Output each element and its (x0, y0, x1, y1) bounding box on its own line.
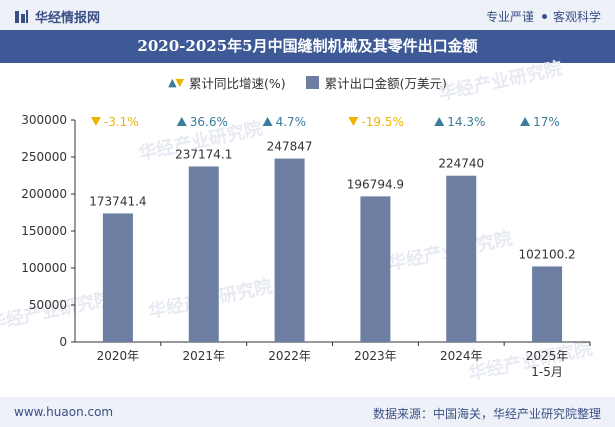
legend-item-growth: ▲▼ 累计同比增速(%) (168, 73, 286, 92)
x-tick-label: 2024年 (440, 349, 483, 363)
brand-name: 华经情报网 (35, 11, 101, 26)
growth-label: 36.6% (190, 115, 228, 129)
growth-label: -19.5% (361, 115, 403, 129)
x-tick-label: 2021年 (182, 349, 225, 363)
bar (274, 158, 305, 342)
growth-up-triangle (520, 117, 531, 126)
growth-up-triangle (176, 117, 187, 126)
bar (188, 166, 219, 342)
huajing-logo-icon (15, 10, 28, 23)
growth-label: -3.1% (104, 115, 139, 129)
x-tick-label: 2025年 (526, 349, 569, 363)
x-tick-label: 2020年 (97, 349, 140, 363)
bar (102, 213, 133, 342)
tagline: 专业严谨 客观科学 (486, 8, 601, 25)
bar-value-label: 247847 (267, 140, 313, 154)
y-tick-label: 0 (59, 335, 67, 349)
y-tick-label: 300000 (21, 113, 67, 127)
y-tick-label: 200000 (21, 187, 67, 201)
x-tick-label: 2022年 (268, 349, 311, 363)
growth-label: 4.7% (276, 115, 307, 129)
tagline-dot-icon (541, 14, 547, 19)
bar-value-label: 102100.2 (518, 247, 575, 261)
tagline-right: 客观科学 (552, 10, 601, 24)
legend-label-growth: 累计同比增速(%) (189, 75, 286, 91)
bar-value-label: 196794.9 (347, 177, 404, 191)
brand: 华经情报网 (14, 7, 100, 26)
legend-label-value: 累计出口金额(万美元) (324, 75, 447, 91)
x-tick-label: 1-5月 (531, 365, 563, 379)
header-bar: 华经情报网 专业严谨 客观科学 (0, 0, 615, 30)
bar (360, 196, 391, 342)
y-tick-label: 150000 (21, 224, 67, 238)
tagline-left: 专业严谨 (485, 10, 534, 24)
bar-value-label: 237174.1 (175, 147, 232, 161)
legend-item-value: 累计出口金额(万美元) (305, 73, 447, 92)
footer-url: www.huaon.com (14, 405, 114, 419)
bar-value-label: 173741.4 (89, 194, 146, 208)
chart-legend: ▲▼ 累计同比增速(%) 累计出口金额(万美元) (0, 72, 615, 92)
bar (532, 266, 563, 342)
growth-up-triangle (434, 117, 445, 126)
legend-swatch-bar (305, 75, 319, 89)
growth-up-triangle (262, 117, 273, 126)
y-tick-label: 50000 (29, 298, 67, 312)
growth-label: 17% (533, 115, 560, 129)
watermark: 华经产业研究院 (436, 57, 564, 105)
up-down-triangle-icon: ▲▼ (168, 75, 184, 89)
bar (446, 175, 477, 342)
y-tick-label: 250000 (21, 150, 67, 164)
growth-label: 14.3% (447, 115, 485, 129)
growth-down-triangle (348, 117, 359, 126)
x-tick-label: 2023年 (354, 349, 397, 363)
footer-source: 数据来源：中国海关，华经产业研究院整理 (372, 407, 601, 421)
chart-title: 2020-2025年5月中国缝制机械及其零件出口金额 (0, 30, 615, 63)
bar-value-label: 224740 (438, 157, 484, 171)
y-tick-label: 100000 (21, 261, 67, 275)
footer-bar: www.huaon.com 数据来源：中国海关，华经产业研究院整理 (0, 397, 615, 427)
growth-down-triangle (90, 117, 101, 126)
